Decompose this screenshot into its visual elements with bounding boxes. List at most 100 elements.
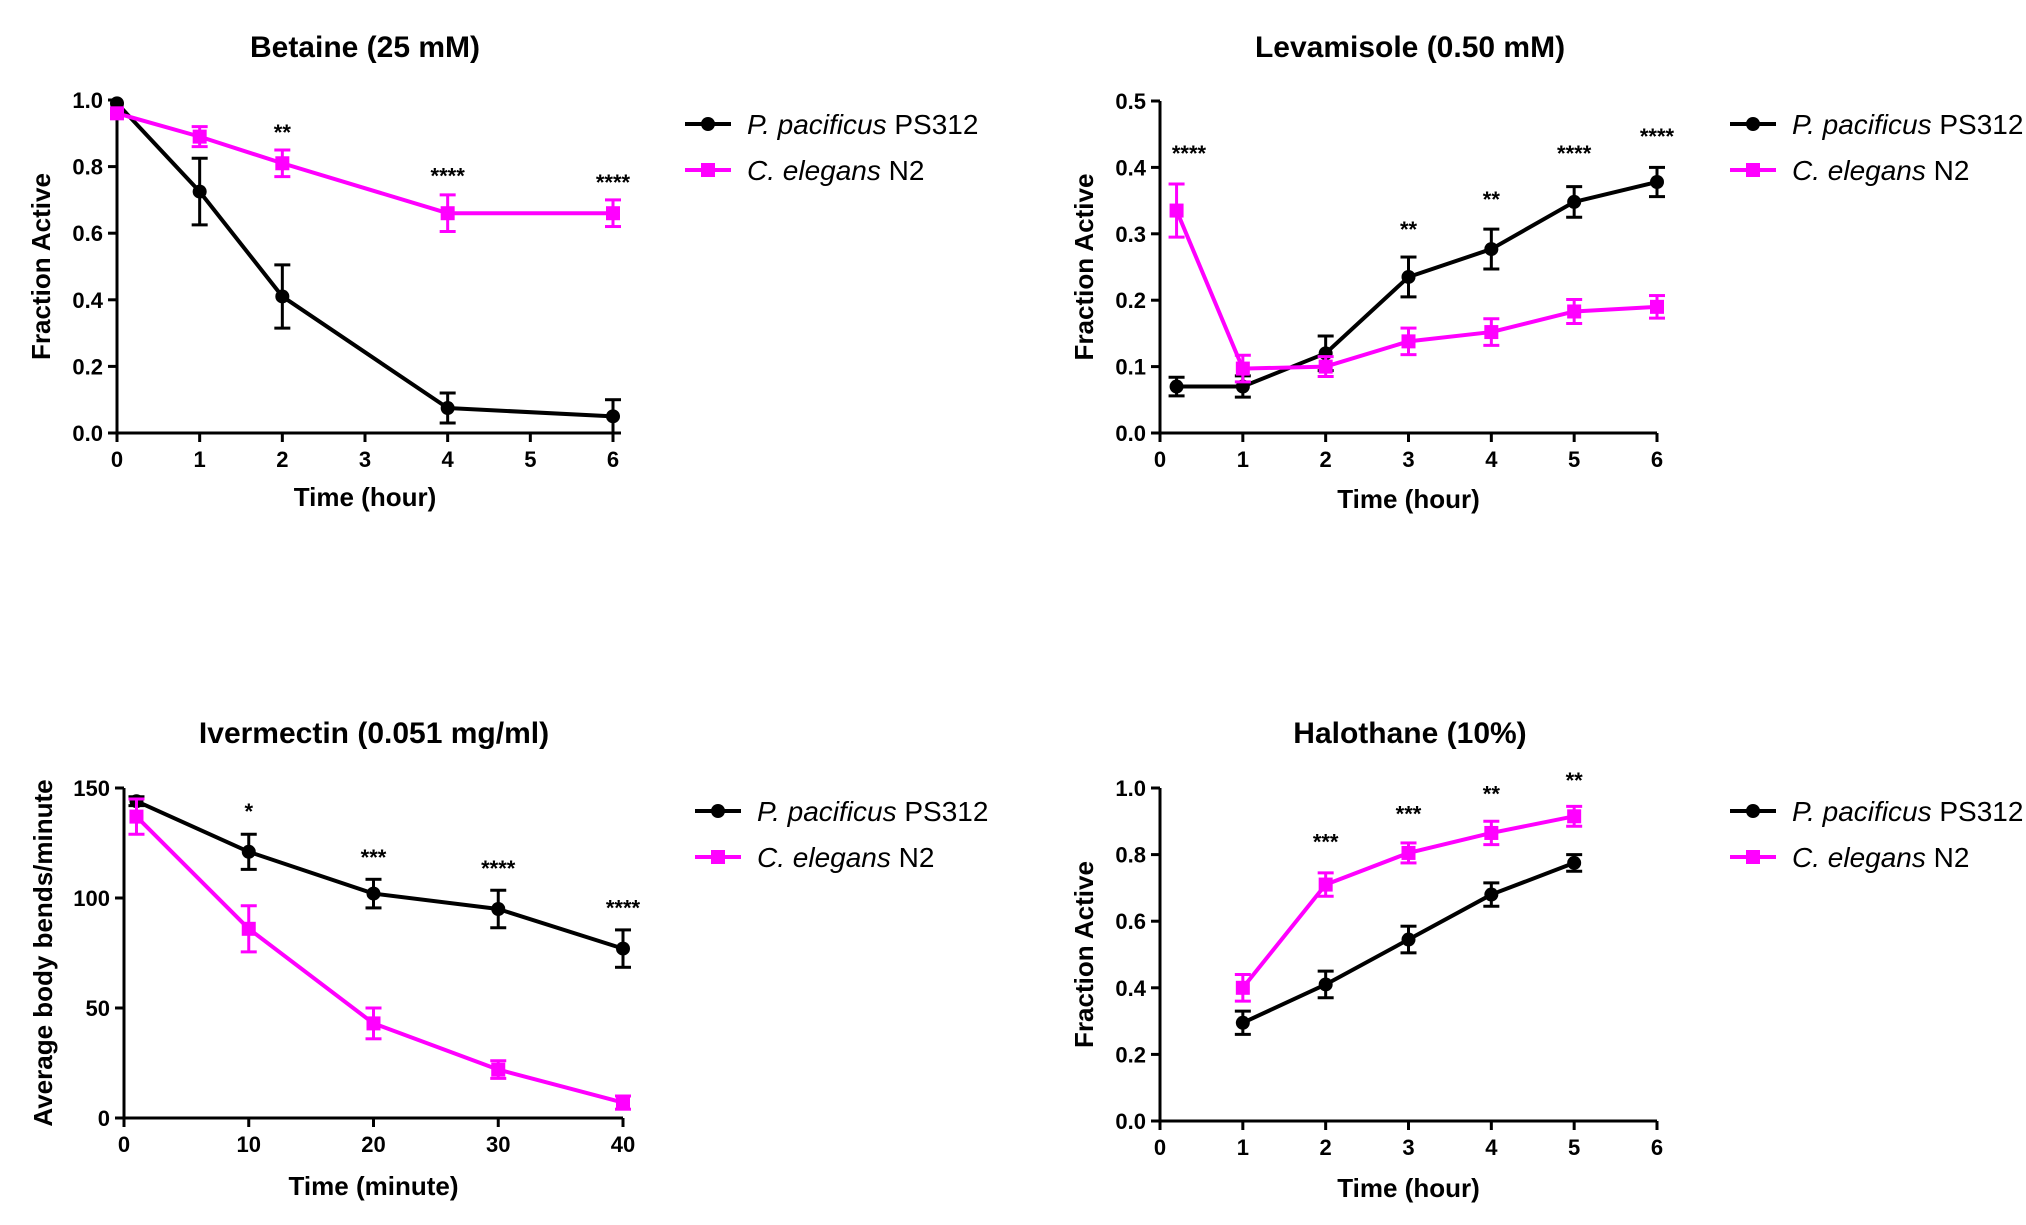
y-axis-title: Fraction Active	[1069, 174, 1099, 361]
series-ps312	[1234, 853, 1583, 1036]
x-tick-label: 4	[1485, 447, 1498, 472]
data-point-n2	[1235, 361, 1250, 376]
data-point-ps312	[1484, 887, 1499, 902]
chart-panel-4: Halothane (10%) 0 1 2 3 4 5 6 0.0 0.2 0.4 0.6 0.8 1.0…	[1069, 717, 2023, 1203]
y-tick-label: 0.4	[1115, 155, 1146, 180]
y-tick-label: 0.2	[1115, 1042, 1146, 1067]
y-tick-label: 0.5	[1115, 89, 1146, 114]
data-point-n2	[491, 1062, 506, 1077]
data-point-ps312	[241, 844, 256, 859]
significance-label: ****	[606, 896, 641, 921]
legend-marker	[701, 163, 715, 177]
legend-marker	[701, 117, 715, 131]
chart-title: Betaine (25 mM)	[250, 31, 480, 64]
data-point-n2	[440, 206, 455, 221]
x-tick-label: 1	[1237, 1135, 1249, 1160]
significance-label: ***	[1313, 830, 1339, 855]
y-tick-label: 50	[86, 996, 110, 1021]
legend-label: C. elegans N2	[1792, 842, 1969, 873]
significance-label: ***	[361, 845, 387, 870]
y-tick-label: 0.4	[1115, 976, 1146, 1001]
data-point-ps312	[1567, 855, 1582, 870]
significance-label: **	[1566, 768, 1584, 793]
data-point-n2	[1169, 203, 1184, 218]
legend-label: C. elegans N2	[747, 155, 924, 186]
y-tick-label: 0.0	[1115, 1109, 1146, 1134]
legend-marker	[1746, 850, 1760, 864]
data-point-ps312	[616, 941, 630, 956]
x-axis-title: Time (hour)	[294, 482, 437, 512]
x-tick-label: 30	[486, 1132, 510, 1157]
data-point-n2	[1235, 980, 1250, 995]
data-point-n2	[241, 921, 256, 936]
chart-title: Halothane (10%)	[1293, 717, 1526, 750]
x-tick-label: 3	[1402, 447, 1414, 472]
y-tick-label: 0.2	[1115, 288, 1146, 313]
significance-label: ****	[1557, 141, 1592, 166]
significance-label: ****	[431, 163, 466, 188]
legend-label: C. elegans N2	[757, 842, 934, 873]
chart-panel-1: Betaine (25 mM) 0 1 2 3 4 5 6 0.0 0.2 0.4 0.6 0.8 1.0…	[26, 31, 978, 512]
y-tick-label: 0.4	[72, 288, 103, 313]
y-tick-label: 100	[73, 886, 110, 911]
x-axis-title: Time (hour)	[1337, 484, 1480, 514]
legend-marker	[1746, 117, 1760, 131]
x-tick-label: 2	[276, 447, 288, 472]
x-tick-label: 0	[1154, 447, 1166, 472]
data-point-ps312	[1169, 379, 1184, 394]
data-point-ps312	[1401, 269, 1416, 284]
data-point-n2	[1567, 809, 1582, 824]
x-tick-label: 2	[1320, 447, 1332, 472]
x-tick-label: 5	[524, 447, 536, 472]
data-point-n2	[1318, 359, 1333, 374]
data-point-n2	[1318, 877, 1333, 892]
legend-label: P. pacificus PS312	[1792, 109, 2023, 140]
y-axis-title: Average body bends/minute	[28, 779, 58, 1126]
x-tick-label: 6	[1651, 1135, 1663, 1160]
data-point-n2	[110, 106, 124, 121]
x-axis-title: Time (hour)	[1337, 1173, 1480, 1203]
x-tick-label: 6	[1651, 447, 1663, 472]
x-tick-label: 6	[607, 447, 619, 472]
series-line-n2	[116, 111, 613, 216]
x-tick-label: 5	[1568, 447, 1580, 472]
significance-label: *	[244, 799, 253, 824]
data-point-ps312	[1318, 977, 1333, 992]
x-tick-label: 0	[118, 1132, 130, 1157]
significance-label: **	[1400, 217, 1418, 242]
legend-marker	[711, 850, 725, 864]
y-axis-title: Fraction Active	[1069, 861, 1099, 1048]
x-tick-label: 1	[194, 447, 206, 472]
x-tick-label: 1	[1237, 447, 1249, 472]
significance-label: **	[1483, 187, 1501, 212]
y-tick-label: 0.3	[1115, 222, 1146, 247]
significance-label: ***	[1396, 801, 1422, 826]
x-tick-label: 2	[1320, 1135, 1332, 1160]
legend-marker	[1746, 163, 1760, 177]
data-point-n2	[1484, 325, 1499, 340]
y-tick-label: 0.8	[72, 155, 103, 180]
data-point-n2	[366, 1016, 381, 1031]
significance-label: ****	[596, 170, 631, 195]
y-tick-label: 0.6	[72, 221, 103, 246]
data-point-n2	[1567, 304, 1582, 319]
x-tick-label: 3	[1402, 1135, 1414, 1160]
x-tick-label: 4	[1485, 1135, 1498, 1160]
significance-label: **	[1483, 781, 1501, 806]
significance-label: ****	[481, 856, 516, 881]
x-tick-label: 3	[359, 447, 371, 472]
x-tick-label: 10	[237, 1132, 261, 1157]
x-tick-label: 5	[1568, 1135, 1580, 1160]
data-point-n2	[275, 156, 290, 171]
data-point-ps312	[440, 401, 455, 416]
y-tick-label: 0.1	[1115, 355, 1146, 380]
data-point-n2	[192, 129, 207, 144]
data-point-n2	[1484, 825, 1499, 840]
y-tick-label: 0.0	[1115, 421, 1146, 446]
series-line-ps312	[135, 799, 624, 951]
x-axis-title: Time (minute)	[289, 1171, 459, 1201]
chart-panel-3: Ivermectin (0.051 mg/ml) 0 10 20 30 40 0 50 100 1…	[28, 717, 988, 1201]
series-line-ps312	[115, 101, 614, 419]
data-point-ps312	[1235, 1015, 1250, 1030]
data-point-n2	[1401, 334, 1416, 349]
